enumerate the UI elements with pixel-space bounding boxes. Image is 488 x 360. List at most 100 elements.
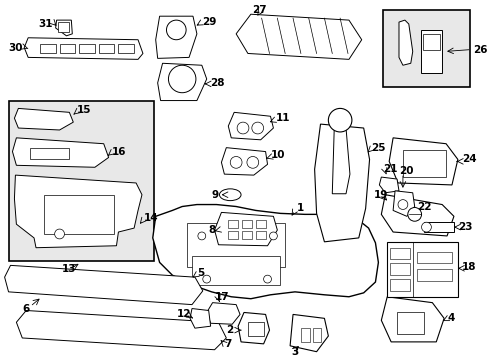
Polygon shape [206, 303, 240, 324]
Circle shape [407, 207, 421, 221]
Text: 18: 18 [461, 262, 475, 272]
Bar [383, 10, 468, 87]
Bar [389, 264, 409, 275]
Text: 26: 26 [472, 45, 487, 55]
Polygon shape [190, 309, 210, 328]
Circle shape [263, 275, 271, 283]
Bar [389, 248, 409, 260]
Polygon shape [392, 191, 414, 216]
Polygon shape [15, 175, 142, 248]
Polygon shape [17, 310, 226, 350]
Bar [228, 231, 238, 239]
Text: 24: 24 [461, 154, 475, 165]
Circle shape [168, 65, 196, 93]
Text: 30: 30 [8, 42, 23, 53]
Polygon shape [157, 63, 206, 100]
Bar [300, 328, 309, 342]
Circle shape [198, 232, 205, 240]
Text: 23: 23 [457, 222, 471, 232]
Polygon shape [155, 16, 197, 58]
Polygon shape [4, 265, 203, 305]
Bar [242, 220, 251, 228]
Polygon shape [332, 128, 349, 194]
Polygon shape [24, 38, 142, 59]
Circle shape [166, 20, 186, 40]
Bar [187, 223, 285, 267]
Text: 28: 28 [209, 78, 224, 88]
Polygon shape [388, 138, 457, 185]
Text: 19: 19 [373, 190, 387, 200]
Circle shape [246, 157, 258, 168]
Polygon shape [381, 195, 453, 236]
Polygon shape [152, 204, 378, 299]
Text: 9: 9 [211, 190, 218, 200]
Bar [416, 252, 451, 264]
Bar [402, 150, 445, 177]
Circle shape [203, 275, 210, 283]
Polygon shape [398, 20, 412, 65]
Circle shape [327, 108, 351, 132]
Polygon shape [56, 20, 72, 36]
Polygon shape [238, 312, 269, 344]
Bar [30, 148, 69, 159]
Text: 29: 29 [202, 17, 216, 27]
Text: 2: 2 [226, 325, 233, 335]
Text: 14: 14 [143, 213, 158, 223]
Text: 20: 20 [398, 166, 413, 176]
Text: 8: 8 [208, 225, 216, 235]
Text: 25: 25 [371, 143, 385, 153]
Bar [79, 44, 95, 54]
Text: 4: 4 [446, 313, 453, 323]
Polygon shape [236, 14, 361, 59]
Bar [99, 44, 114, 54]
Circle shape [421, 222, 430, 232]
Bar [422, 34, 439, 50]
Text: 12: 12 [177, 310, 191, 319]
Circle shape [230, 157, 242, 168]
Polygon shape [228, 112, 273, 140]
Bar [389, 279, 409, 291]
Ellipse shape [219, 189, 241, 201]
Bar [60, 44, 75, 54]
Circle shape [397, 200, 407, 210]
Bar [255, 220, 265, 228]
Text: 6: 6 [22, 303, 29, 314]
Polygon shape [221, 148, 267, 175]
Text: 1: 1 [296, 203, 304, 213]
Bar [312, 328, 321, 342]
Bar [420, 30, 441, 73]
Polygon shape [214, 212, 277, 246]
Text: 11: 11 [275, 113, 289, 123]
Bar [242, 231, 251, 239]
Bar [424, 222, 453, 232]
Bar [44, 195, 114, 234]
Polygon shape [12, 138, 108, 167]
Text: 31: 31 [38, 19, 52, 29]
Bar [416, 269, 451, 281]
Polygon shape [381, 297, 443, 342]
Bar [192, 256, 280, 285]
Text: 21: 21 [383, 164, 397, 174]
Bar [396, 312, 424, 334]
Text: 3: 3 [290, 347, 298, 357]
Circle shape [251, 122, 263, 134]
Text: 17: 17 [214, 292, 229, 302]
Bar [228, 220, 238, 228]
Text: 10: 10 [270, 150, 285, 161]
Circle shape [269, 232, 277, 240]
Text: 7: 7 [224, 339, 231, 349]
Polygon shape [289, 314, 327, 352]
Text: 5: 5 [197, 268, 203, 278]
Polygon shape [15, 108, 73, 130]
Text: 15: 15 [77, 105, 92, 115]
Text: 27: 27 [251, 5, 266, 15]
Text: 13: 13 [61, 264, 76, 274]
Text: 22: 22 [416, 202, 430, 212]
Bar [247, 322, 263, 336]
Polygon shape [379, 177, 398, 193]
Polygon shape [314, 124, 369, 242]
Bar [58, 22, 69, 32]
Text: 16: 16 [111, 147, 126, 157]
Bar [118, 44, 134, 54]
Bar [8, 100, 153, 261]
